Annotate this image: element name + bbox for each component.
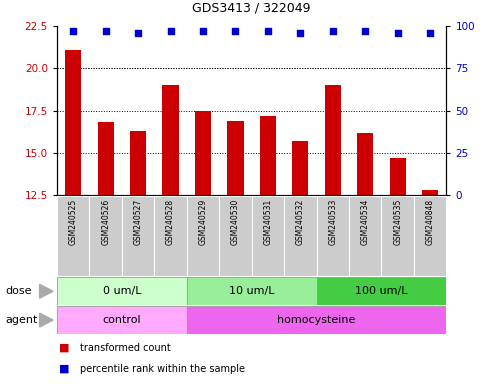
Polygon shape — [40, 313, 53, 327]
Bar — [187, 277, 316, 305]
Point — [426, 30, 434, 36]
Text: percentile rank within the sample: percentile rank within the sample — [80, 364, 245, 374]
Bar — [195, 111, 211, 195]
Point — [231, 28, 239, 34]
Point — [70, 28, 77, 34]
Bar — [284, 196, 316, 276]
Text: GSM240531: GSM240531 — [263, 199, 272, 245]
Text: dose: dose — [6, 286, 32, 296]
Point — [102, 28, 110, 34]
Point — [394, 30, 401, 36]
Point — [361, 28, 369, 34]
Bar — [98, 122, 114, 195]
Text: GSM240530: GSM240530 — [231, 199, 240, 245]
Bar — [219, 196, 252, 276]
Text: GSM240534: GSM240534 — [361, 199, 369, 245]
Bar — [389, 158, 406, 195]
Bar — [57, 196, 89, 276]
Text: 100 um/L: 100 um/L — [355, 286, 408, 296]
Text: GSM240533: GSM240533 — [328, 199, 337, 245]
Bar — [122, 196, 155, 276]
Bar — [227, 121, 243, 195]
Text: GSM240526: GSM240526 — [101, 199, 110, 245]
Text: ■: ■ — [59, 364, 70, 374]
Text: GSM240529: GSM240529 — [199, 199, 208, 245]
Bar — [252, 196, 284, 276]
Text: GSM240527: GSM240527 — [134, 199, 142, 245]
Point — [329, 28, 337, 34]
Bar — [357, 132, 373, 195]
Bar — [155, 196, 187, 276]
Bar — [292, 141, 309, 195]
Point — [199, 28, 207, 34]
Bar — [414, 196, 446, 276]
Point — [297, 30, 304, 36]
Bar — [130, 131, 146, 195]
Point — [167, 28, 174, 34]
Text: GSM240525: GSM240525 — [69, 199, 78, 245]
Bar — [316, 277, 446, 305]
Bar — [325, 85, 341, 195]
Bar — [422, 190, 438, 195]
Point — [134, 30, 142, 36]
Text: GSM240532: GSM240532 — [296, 199, 305, 245]
Bar — [349, 196, 382, 276]
Bar — [162, 85, 179, 195]
Text: GDS3413 / 322049: GDS3413 / 322049 — [192, 2, 311, 15]
Text: 0 um/L: 0 um/L — [102, 286, 141, 296]
Bar — [57, 277, 187, 305]
Bar — [382, 196, 414, 276]
Text: transformed count: transformed count — [80, 343, 170, 353]
Bar — [65, 50, 81, 195]
Text: 10 um/L: 10 um/L — [229, 286, 274, 296]
Bar — [316, 196, 349, 276]
Point — [264, 28, 272, 34]
Text: GSM240848: GSM240848 — [426, 199, 435, 245]
Text: homocysteine: homocysteine — [277, 315, 355, 325]
Text: control: control — [102, 315, 141, 325]
Bar — [187, 306, 446, 334]
Text: ■: ■ — [59, 343, 70, 353]
Bar — [260, 116, 276, 195]
Bar — [187, 196, 219, 276]
Text: GSM240535: GSM240535 — [393, 199, 402, 245]
Text: GSM240528: GSM240528 — [166, 199, 175, 245]
Text: agent: agent — [6, 315, 38, 325]
Bar — [89, 196, 122, 276]
Polygon shape — [40, 284, 53, 298]
Bar — [57, 306, 187, 334]
